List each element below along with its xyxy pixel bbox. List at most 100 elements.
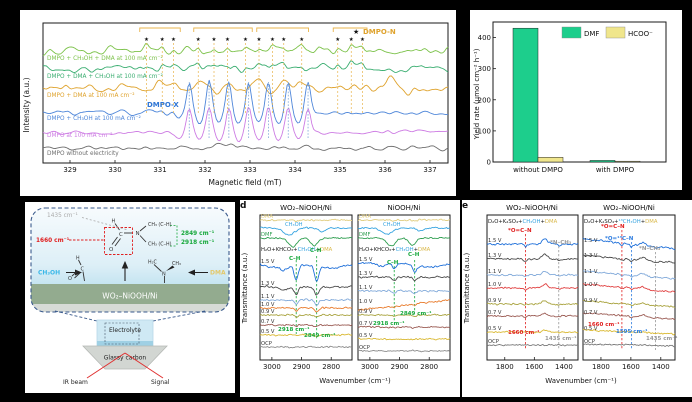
signal-ray (124, 352, 164, 379)
panel-letter-d: d (240, 201, 247, 211)
curve-label: OCP (261, 341, 272, 347)
yield-y-axis-label: Yield rate (μmol cm⁻² h⁻¹) (473, 48, 481, 140)
curve-label: DMA (261, 214, 273, 220)
electrolyte-composition-label: H₂O+KHCO₃+CH₃OH+DMA (359, 247, 431, 253)
legend-swatch (561, 26, 582, 39)
curve-label: DMPO + DMA + CH₃OH at 100 mA cm⁻² (47, 73, 163, 80)
star-group-bracket (332, 27, 368, 32)
curve-label: 1.3 V (488, 253, 502, 259)
x-tick-label: 1800 (592, 363, 610, 371)
star-icon: ★ (335, 37, 340, 43)
spectrum-curve (486, 329, 579, 334)
star-icon: ★ (225, 37, 230, 43)
spectrum-curve (582, 283, 676, 293)
funnel-line-left (54, 310, 98, 322)
spectrum-curve (357, 289, 451, 295)
ftir-fingerprint-chart: WO₂–NiOOH/Ni WO₂–NiOOH/Ni Transmittance … (463, 204, 678, 385)
panel-ftir-ch: d WO₂–NiOOH/Ni NiOOH/Ni Transmittance (a… (240, 200, 460, 397)
spectrum-curve (357, 349, 451, 353)
electrolyte-composition-label: H₂O+KHCO₃+CH₃OH+DMA (261, 247, 333, 253)
glassy-carbon-prism (82, 345, 168, 370)
curve-label: 0.7 V (488, 310, 502, 316)
spectrum-curve (582, 254, 676, 264)
ftir-ch-x-axis-label: Wavenumber (cm⁻¹) (319, 377, 391, 385)
spectrum-curve (42, 106, 449, 143)
spectrum-curve (357, 218, 451, 222)
curve-label: 0.9 V (261, 309, 275, 315)
ftir-ch-title-left: WO₂–NiOOH/Ni (280, 204, 332, 212)
electrolyte-composition-label: D₂O+K₂SO₄+CH₃OH+DMA (488, 219, 558, 225)
ftir-fp-x-axis-label: Wavenumber (cm⁻¹) (545, 377, 617, 385)
spectrum-curve (486, 312, 579, 318)
spectrum-curve (486, 300, 579, 306)
spectrum-curve (259, 218, 353, 223)
spectrum-curve (357, 299, 451, 312)
annotation: *O=¹³C–N (605, 235, 634, 242)
spectrum-curve (486, 270, 579, 277)
atom-o: O (109, 247, 114, 253)
star-icon: ★ (196, 37, 201, 43)
atom-c: C (119, 232, 123, 238)
curve-label: 0.5 V (261, 329, 275, 335)
x-tick-label: 2800 (322, 363, 340, 371)
x-tick-label: 336 (378, 166, 392, 174)
x-tick-label: 2900 (293, 363, 311, 371)
intermediate-bonds (71, 259, 165, 283)
annotation: C–H (289, 256, 301, 262)
curve-label: 0.9 V (584, 298, 598, 304)
star-group-bracket (139, 27, 181, 32)
curve-label: 1.5 V (359, 257, 373, 263)
curve-label: OCP (488, 339, 499, 345)
zoom-bubble-border (30, 207, 230, 313)
legend-label: DMF (584, 30, 599, 38)
star-icon: ★ (212, 37, 217, 43)
catalyst-label: WO₂–NiOOH/Ni (102, 292, 157, 301)
ir-beam-ray (86, 352, 126, 379)
spectrum-curve (42, 142, 449, 152)
spectrum-curve (259, 263, 353, 282)
spectrum-curve (357, 325, 451, 329)
x-tick-label: 1400 (555, 363, 573, 371)
bar-HCOO⁻ (614, 160, 641, 163)
star-icon: ★ (353, 28, 359, 36)
freq-2849-label: 2849 cm⁻¹ (181, 230, 215, 237)
spectrum-curve (486, 238, 579, 248)
spectrum-curve (582, 237, 676, 251)
h2c-label: H₂C (148, 260, 158, 266)
spectrum-curve (42, 60, 449, 73)
annotation: 1595 cm⁻¹ (616, 328, 648, 335)
spectrum-curve (259, 345, 353, 349)
x-tick-label: 1800 (496, 363, 514, 371)
star-group-bracket (193, 27, 253, 32)
legend-label: HCOO⁻ (628, 30, 653, 38)
curve-label: 1.5 V (261, 259, 275, 265)
spectrum-curve (259, 237, 353, 248)
ch3-label: CH₃ (172, 261, 181, 267)
spectrum-curve (486, 283, 579, 291)
plot-frame (357, 214, 451, 361)
epr-legend-dmpo-n: DMPO-N (363, 28, 396, 36)
annotation: *N–CH₃ (550, 240, 572, 246)
wedge-bond (166, 265, 175, 271)
x-tick-label: 3000 (263, 363, 281, 371)
star-icon: ★ (171, 37, 176, 43)
freq-1660-label: 1660 cm⁻¹ (36, 237, 70, 244)
panel-letter-e: e (462, 201, 469, 211)
spectrum-curve (42, 43, 449, 57)
curve-label: 1.0 V (261, 302, 275, 308)
y-tick-label: 100 (478, 127, 491, 135)
signal-label: Signal (151, 379, 170, 386)
electrolyte-composition-label: D₂O+K₂SO₄+¹³CH₃OH+DMA (584, 218, 658, 225)
ftir-fp-title-right: WO₂–NiOOH/Ni (603, 204, 655, 212)
substrate-strip (31, 304, 229, 312)
spectrum-curve (357, 226, 451, 235)
annotation: C–H (310, 248, 322, 254)
yield-bar-chart: Yield rate (μmol cm⁻² h⁻¹) 0 100 200 300 400… (473, 21, 667, 174)
funnel-line-right (152, 310, 206, 322)
star-icon: ★ (160, 37, 165, 43)
spectrum-curve (42, 75, 449, 96)
curve-label: 0.5 V (359, 333, 373, 339)
curve-label: 1.5 V (488, 238, 502, 244)
ftir-ch-y-axis-label: Transmittance (a.u.) (241, 252, 249, 324)
spectrum-curve (582, 328, 676, 336)
